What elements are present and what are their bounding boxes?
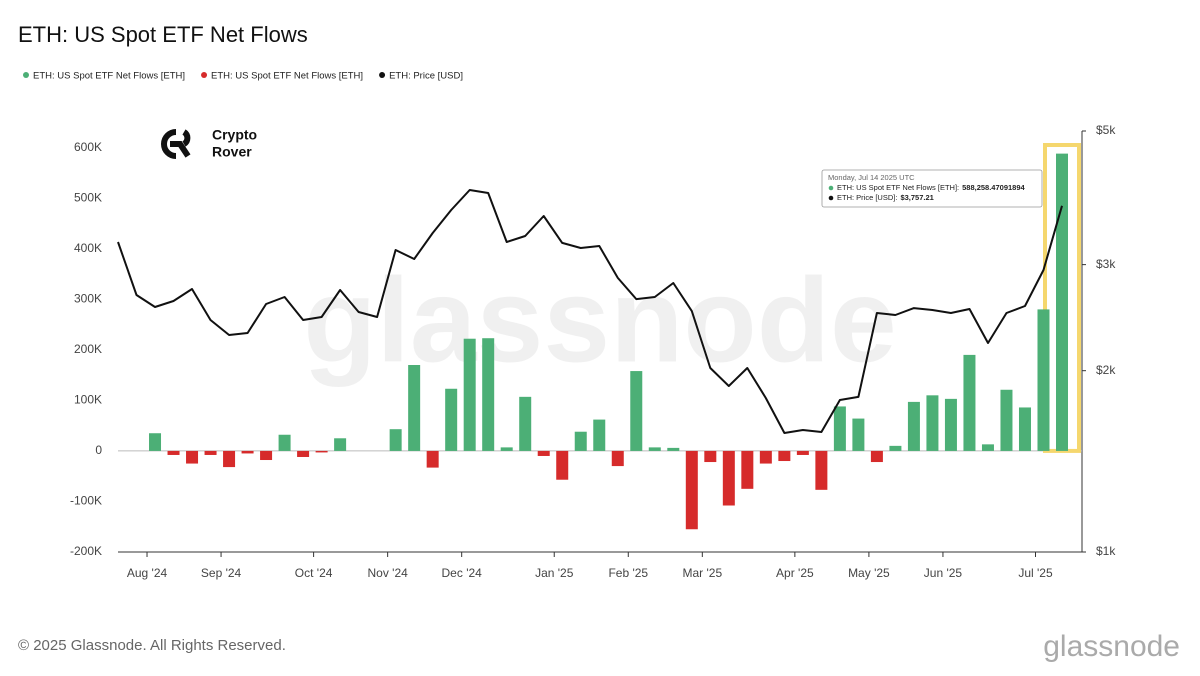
bar <box>889 445 902 451</box>
bar <box>685 450 698 530</box>
y-tick-label: 100K <box>74 393 102 407</box>
bar <box>297 450 310 457</box>
y-tick-label: 600K <box>74 140 102 154</box>
bar <box>500 447 513 451</box>
legend-label: ETH: US Spot ETF Net Flows [ETH] <box>211 71 363 82</box>
tooltip-date: Monday, Jul 14 2025 UTC <box>828 173 915 182</box>
y-tick-label: 500K <box>74 190 102 204</box>
bar <box>223 450 236 468</box>
bar <box>648 447 661 451</box>
bar <box>667 447 680 451</box>
footer: © 2025 Glassnode. All Rights Reserved. <box>18 637 286 654</box>
legend-swatch <box>379 72 386 78</box>
bar <box>1037 309 1050 451</box>
bar <box>981 444 994 451</box>
tooltip-label: ETH: Price [USD]: <box>837 193 897 202</box>
bar <box>870 450 883 463</box>
bar <box>1018 407 1031 451</box>
logo: Crypto Rover <box>161 127 257 160</box>
bar <box>926 395 939 451</box>
bar <box>741 450 754 489</box>
x-tick-label: Jun '25 <box>924 566 963 580</box>
brand: glassnode <box>1043 630 1180 663</box>
x-tick-label: Mar '25 <box>682 566 722 580</box>
tooltip-value: $3,757.21 <box>900 193 933 202</box>
bar <box>574 431 587 451</box>
bar <box>593 419 606 451</box>
bar <box>315 450 328 453</box>
y-tick-label: -100K <box>70 494 102 508</box>
x-tick-label: Feb '25 <box>608 566 648 580</box>
x-tick-label: Aug '24 <box>127 566 168 580</box>
bar <box>278 434 291 451</box>
bar <box>944 398 957 451</box>
x-tick-label: May '25 <box>848 566 890 580</box>
price-line <box>117 189 1063 434</box>
bar <box>241 450 254 454</box>
y2-tick-label: $5k <box>1096 123 1116 137</box>
tooltip-swatch <box>828 185 834 191</box>
chart-title: ETH: US Spot ETF Net Flows <box>18 22 308 47</box>
bar <box>759 450 772 464</box>
y-tick-label: 300K <box>74 291 102 305</box>
y-tick-label: -200K <box>70 544 102 558</box>
y2-tick-label: $3k <box>1096 257 1116 271</box>
y2-tick-label: $1k <box>1096 544 1116 558</box>
bar <box>1000 389 1013 451</box>
bar <box>630 371 643 451</box>
bar <box>778 450 791 462</box>
tooltip-label: ETH: US Spot ETF Net Flows [ETH]: <box>837 183 959 192</box>
x-tick-label: Oct '24 <box>295 566 333 580</box>
bar <box>482 338 495 451</box>
bar <box>389 429 402 451</box>
bar <box>722 450 735 506</box>
bar <box>537 450 550 456</box>
legend-swatch <box>201 72 208 78</box>
bar <box>611 450 624 467</box>
tooltip-box <box>821 169 1043 208</box>
bar <box>167 450 180 455</box>
bar <box>907 401 920 451</box>
bar <box>796 450 809 455</box>
logo-mark <box>161 129 191 159</box>
bar <box>149 433 162 451</box>
legend-label: ETH: Price [USD] <box>389 71 463 82</box>
logo-text: Crypto <box>212 127 257 143</box>
x-tick-label: Jan '25 <box>535 566 574 580</box>
x-tick-label: Nov '24 <box>367 566 408 580</box>
y-tick-label: 200K <box>74 342 102 356</box>
bar <box>704 450 717 463</box>
bar <box>833 406 846 451</box>
bar <box>463 338 476 451</box>
bar <box>426 450 439 468</box>
y-tick-label: 0 <box>95 443 102 457</box>
x-tick-label: Jul '25 <box>1018 566 1053 580</box>
bar <box>408 365 421 451</box>
bar <box>519 396 532 451</box>
bar <box>260 450 273 461</box>
x-tick-label: Apr '25 <box>776 566 814 580</box>
y2-tick-label: $2k <box>1096 363 1116 377</box>
x-tick-label: Sep '24 <box>201 566 242 580</box>
x-tick-label: Dec '24 <box>442 566 483 580</box>
y-tick-label: 400K <box>74 241 102 255</box>
tooltip-swatch <box>828 195 834 201</box>
bar <box>852 418 865 451</box>
bar <box>1056 153 1068 451</box>
bar <box>334 438 347 451</box>
bar <box>186 450 199 464</box>
legend-label: ETH: US Spot ETF Net Flows [ETH] <box>33 71 185 82</box>
bar <box>445 388 458 451</box>
watermark: glassnode <box>303 254 897 388</box>
legend-swatch <box>23 72 29 78</box>
bar <box>963 354 976 451</box>
bar <box>556 450 569 480</box>
bar <box>815 450 828 490</box>
logo-text: Rover <box>212 144 252 160</box>
bar <box>204 450 217 455</box>
tooltip-value: 588,258.47091894 <box>962 183 1025 192</box>
